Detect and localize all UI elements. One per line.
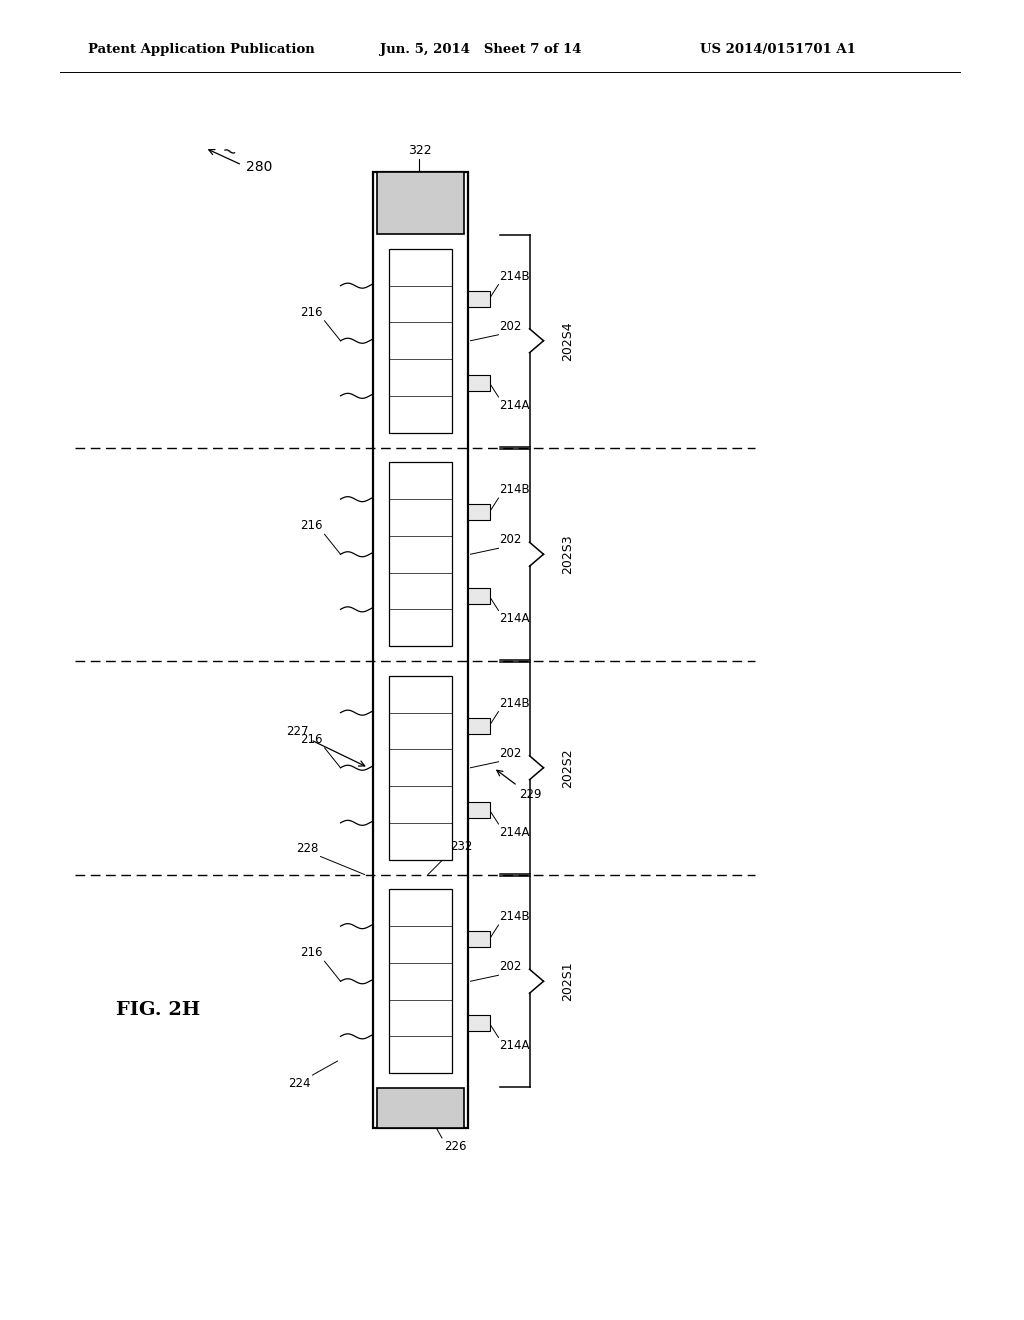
- Text: 232: 232: [450, 840, 472, 853]
- Text: 202S3: 202S3: [561, 535, 574, 574]
- Text: 229: 229: [519, 788, 542, 801]
- Text: 202: 202: [500, 747, 522, 760]
- Bar: [468, 504, 489, 520]
- Bar: [388, 676, 452, 859]
- Bar: [388, 890, 452, 1073]
- Text: 224: 224: [288, 1077, 310, 1090]
- Text: FIG. 2H: FIG. 2H: [116, 1001, 200, 1019]
- Bar: [468, 718, 489, 734]
- Text: 214A: 214A: [500, 1039, 530, 1052]
- Bar: [377, 172, 464, 234]
- Bar: [468, 931, 489, 946]
- Text: 216: 216: [300, 306, 323, 318]
- Text: 202S1: 202S1: [561, 961, 574, 1001]
- Text: Patent Application Publication: Patent Application Publication: [88, 44, 314, 57]
- Bar: [377, 1088, 464, 1129]
- Text: 227: 227: [286, 725, 308, 738]
- Text: 214A: 214A: [500, 612, 530, 626]
- Text: 322: 322: [409, 144, 432, 157]
- Text: 214A: 214A: [500, 399, 530, 412]
- Bar: [468, 1015, 489, 1031]
- Text: 214B: 214B: [500, 483, 530, 496]
- Bar: [468, 589, 489, 605]
- Bar: [468, 803, 489, 818]
- Bar: [388, 249, 452, 433]
- Text: ~: ~: [218, 141, 239, 164]
- Text: 202S2: 202S2: [561, 748, 574, 788]
- Text: 202: 202: [500, 319, 522, 333]
- Text: 280: 280: [246, 160, 272, 174]
- Text: 214B: 214B: [500, 909, 530, 923]
- Text: 214B: 214B: [500, 269, 530, 282]
- Text: 226: 226: [444, 1140, 467, 1152]
- Bar: [388, 462, 452, 645]
- Bar: [468, 290, 489, 306]
- Text: US 2014/0151701 A1: US 2014/0151701 A1: [700, 44, 856, 57]
- Text: 216: 216: [300, 946, 323, 960]
- Bar: [468, 375, 489, 391]
- Bar: [373, 172, 468, 1129]
- Text: 214B: 214B: [500, 697, 530, 710]
- Text: 202: 202: [500, 533, 522, 546]
- Text: Jun. 5, 2014   Sheet 7 of 14: Jun. 5, 2014 Sheet 7 of 14: [380, 44, 582, 57]
- Text: 202S4: 202S4: [561, 321, 574, 360]
- Text: 216: 216: [300, 519, 323, 532]
- Text: 214A: 214A: [500, 826, 530, 840]
- Text: 216: 216: [300, 733, 323, 746]
- Text: 202: 202: [500, 960, 522, 973]
- Text: 228: 228: [296, 842, 318, 854]
